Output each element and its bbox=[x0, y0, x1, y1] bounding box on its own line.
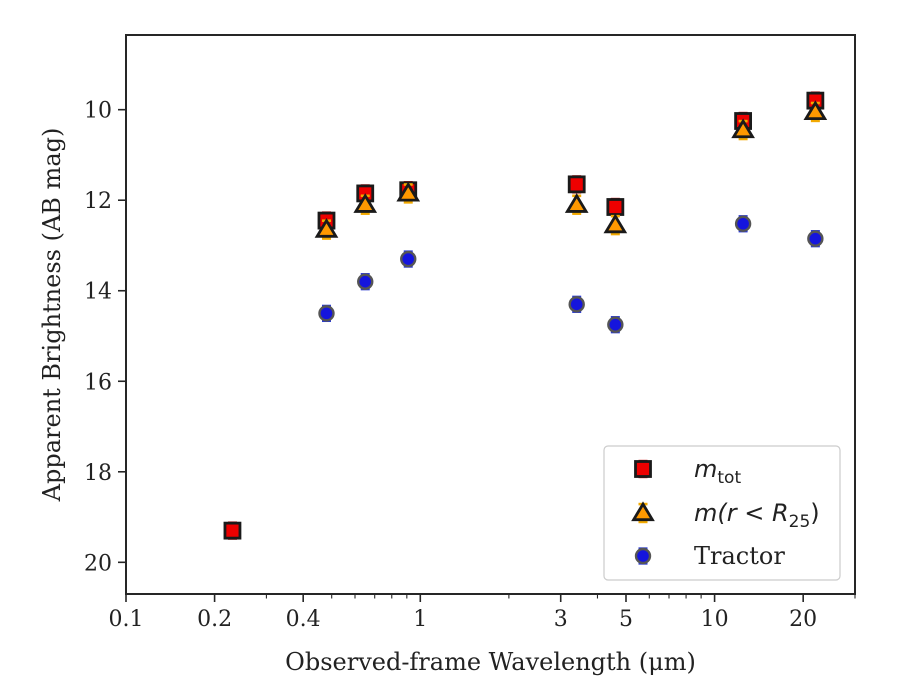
legend-marker-square bbox=[634, 459, 652, 479]
legend-marker-triangle bbox=[631, 501, 655, 524]
y-tick-label: 18 bbox=[84, 461, 112, 486]
x-axis-label: Observed-frame Wavelength (μm) bbox=[285, 648, 696, 676]
y-tick-label: 16 bbox=[84, 370, 112, 395]
data-point-circle bbox=[318, 304, 335, 323]
x-tick-label: 1 bbox=[413, 607, 427, 632]
data-point-circle bbox=[607, 316, 624, 334]
x-axis: 0.1 0.2 0.4 1 3 5 10 20 bbox=[109, 594, 856, 632]
y-axis: 10 12 14 16 18 20 bbox=[84, 99, 126, 576]
x-tick-label: 0.2 bbox=[197, 607, 232, 632]
data-point-square bbox=[223, 521, 242, 540]
data-point-triangle bbox=[353, 193, 378, 215]
y-tick-label: 12 bbox=[84, 189, 112, 214]
data-point-square bbox=[567, 175, 586, 194]
x-tick-label: 10 bbox=[701, 607, 729, 632]
data-point-square bbox=[606, 197, 625, 217]
data-point-triangle bbox=[564, 193, 589, 215]
y-tick-label: 20 bbox=[84, 551, 112, 576]
data-point-circle bbox=[568, 295, 585, 313]
legend-label: m(r < R25) bbox=[694, 499, 820, 532]
data-point-triangle bbox=[314, 217, 339, 240]
data-point-triangle bbox=[731, 118, 755, 141]
data-point-circle bbox=[400, 250, 417, 268]
y-tick-label: 14 bbox=[84, 280, 112, 305]
x-tick-label: 0.4 bbox=[286, 607, 321, 632]
legend-label: mtot bbox=[694, 455, 741, 488]
legend-label: Tractor bbox=[694, 542, 785, 570]
x-tick-label: 20 bbox=[789, 607, 817, 632]
y-tick-label: 10 bbox=[84, 99, 112, 124]
data-point-triangle bbox=[803, 100, 828, 123]
x-tick-label: 5 bbox=[619, 607, 633, 632]
legend-marker-circle bbox=[634, 547, 652, 565]
data-point-triangle bbox=[603, 213, 628, 236]
y-axis-label: Apparent Brightness (AB mag) bbox=[38, 128, 66, 503]
data-point-circle bbox=[357, 273, 374, 291]
x-tick-label: 0.1 bbox=[109, 607, 144, 632]
data-point-circle bbox=[734, 215, 752, 233]
data-point-triangle bbox=[396, 181, 421, 204]
legend: mtot m(r < R25) Tractor bbox=[603, 445, 841, 581]
data-point-circle bbox=[807, 230, 824, 248]
x-tick-label: 3 bbox=[554, 607, 568, 632]
data-marks bbox=[223, 91, 828, 540]
legend-box bbox=[603, 445, 841, 581]
